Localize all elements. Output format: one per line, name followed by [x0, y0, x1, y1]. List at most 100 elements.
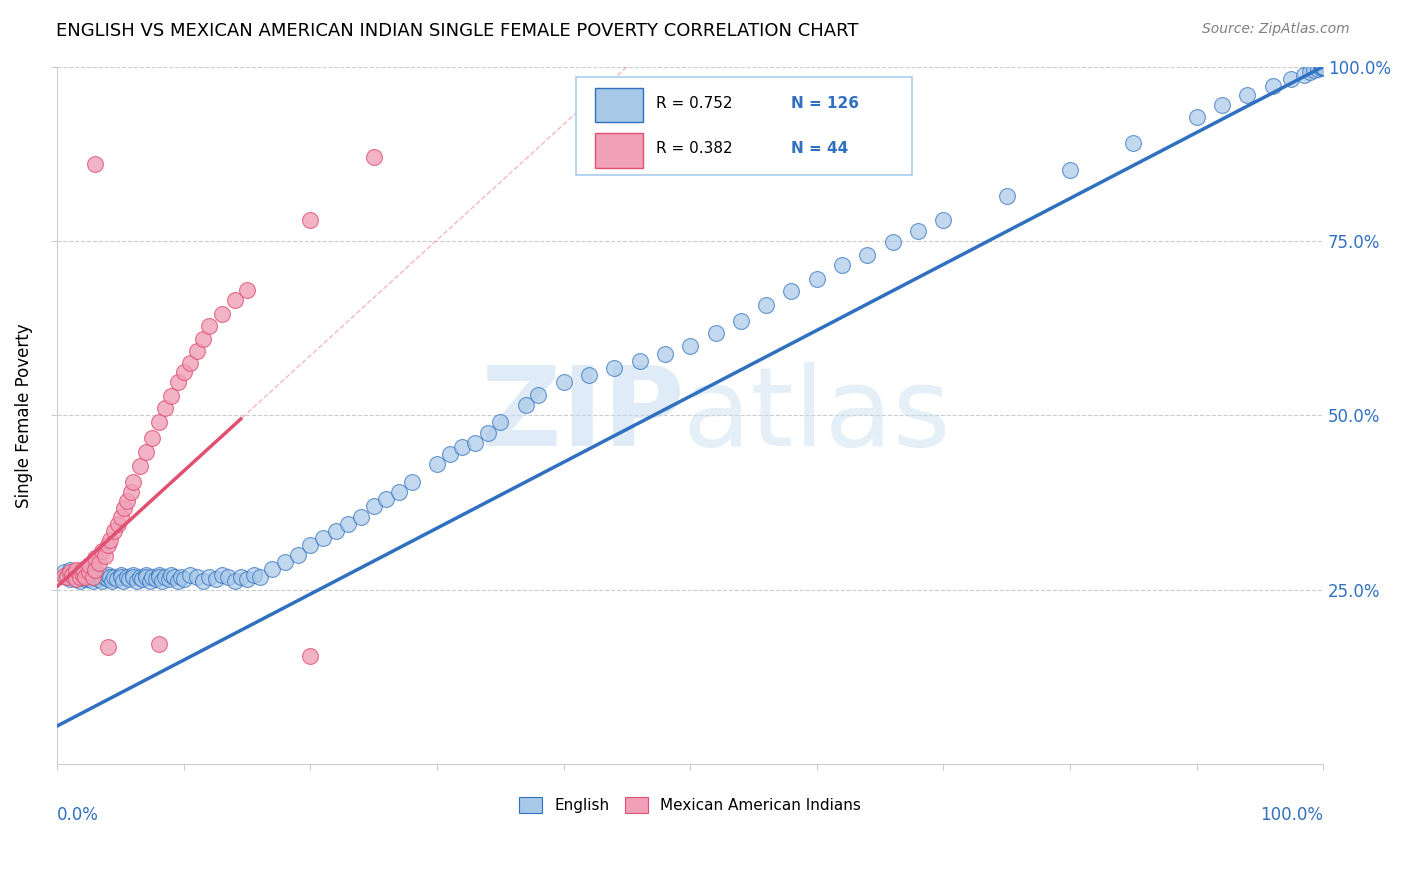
Point: [94, 549, 117, 564]
Point: [704, 326, 727, 340]
Point: [299, 537, 322, 551]
Point: [401, 475, 423, 489]
Point: [59, 563, 82, 577]
Point: [907, 223, 929, 237]
Point: [84, 566, 107, 580]
Point: [75, 570, 97, 584]
Point: [97, 567, 120, 582]
Point: [1312, 60, 1334, 74]
Text: N = 126: N = 126: [792, 95, 859, 111]
Legend: English, Mexican American Indians: English, Mexican American Indians: [513, 791, 868, 820]
Point: [122, 570, 145, 584]
Point: [120, 485, 142, 500]
Point: [105, 573, 128, 587]
Point: [84, 551, 107, 566]
Point: [72, 567, 94, 582]
Point: [77, 558, 100, 573]
Point: [59, 566, 82, 580]
Point: [112, 500, 135, 515]
Point: [150, 574, 173, 589]
Point: [527, 387, 550, 401]
Point: [299, 649, 322, 664]
Point: [1294, 68, 1316, 82]
Text: R = 0.382: R = 0.382: [657, 141, 733, 156]
Point: [118, 573, 141, 587]
Point: [110, 567, 132, 582]
Point: [1309, 61, 1331, 75]
Point: [59, 573, 82, 587]
Point: [603, 361, 626, 376]
Point: [87, 557, 110, 571]
Point: [1211, 98, 1233, 112]
Point: [55, 570, 77, 584]
Point: [72, 562, 94, 576]
Point: [100, 574, 122, 589]
Point: [122, 475, 145, 489]
Point: [350, 509, 373, 524]
Point: [553, 375, 575, 389]
Point: [145, 573, 167, 587]
Point: [186, 344, 208, 359]
Point: [191, 574, 214, 589]
Point: [1306, 62, 1329, 76]
Point: [224, 574, 246, 589]
Point: [77, 566, 100, 580]
Point: [679, 339, 702, 353]
Point: [211, 567, 233, 582]
Point: [1236, 87, 1258, 102]
Point: [138, 574, 160, 589]
Point: [72, 570, 94, 584]
Point: [148, 637, 170, 651]
Point: [363, 150, 385, 164]
Point: [179, 567, 201, 582]
Point: [84, 570, 107, 584]
Point: [125, 574, 148, 589]
Text: atlas: atlas: [682, 362, 950, 469]
Point: [755, 298, 778, 312]
Point: [274, 555, 297, 569]
Point: [1312, 60, 1334, 74]
Point: [128, 570, 150, 584]
Text: Source: ZipAtlas.com: Source: ZipAtlas.com: [1202, 22, 1350, 37]
Point: [82, 574, 104, 589]
Point: [160, 389, 183, 403]
Point: [141, 570, 163, 584]
Point: [477, 425, 499, 440]
Point: [337, 516, 360, 531]
Text: 100.0%: 100.0%: [1260, 806, 1323, 824]
Point: [65, 573, 87, 587]
Point: [115, 493, 138, 508]
Point: [229, 570, 252, 584]
Point: [65, 573, 87, 587]
Point: [75, 570, 97, 584]
Point: [628, 354, 651, 368]
Point: [52, 569, 75, 583]
Point: [148, 416, 170, 430]
Point: [464, 436, 486, 450]
FancyBboxPatch shape: [576, 77, 911, 175]
Point: [856, 248, 879, 262]
Point: [1310, 60, 1333, 74]
Point: [831, 259, 853, 273]
Point: [426, 457, 449, 471]
Point: [72, 566, 94, 580]
Point: [84, 157, 107, 171]
FancyBboxPatch shape: [595, 87, 644, 122]
Point: [148, 570, 170, 584]
Point: [112, 574, 135, 589]
Point: [82, 570, 104, 584]
Point: [90, 574, 112, 589]
Point: [110, 509, 132, 524]
Point: [1312, 60, 1334, 74]
Point: [148, 567, 170, 582]
Point: [135, 570, 157, 584]
Point: [103, 524, 125, 538]
Point: [66, 570, 89, 584]
Point: [97, 640, 120, 654]
Point: [62, 569, 84, 583]
Text: 0.0%: 0.0%: [58, 806, 100, 824]
Point: [56, 570, 79, 584]
Point: [80, 570, 103, 584]
Point: [166, 375, 188, 389]
Point: [75, 573, 97, 587]
